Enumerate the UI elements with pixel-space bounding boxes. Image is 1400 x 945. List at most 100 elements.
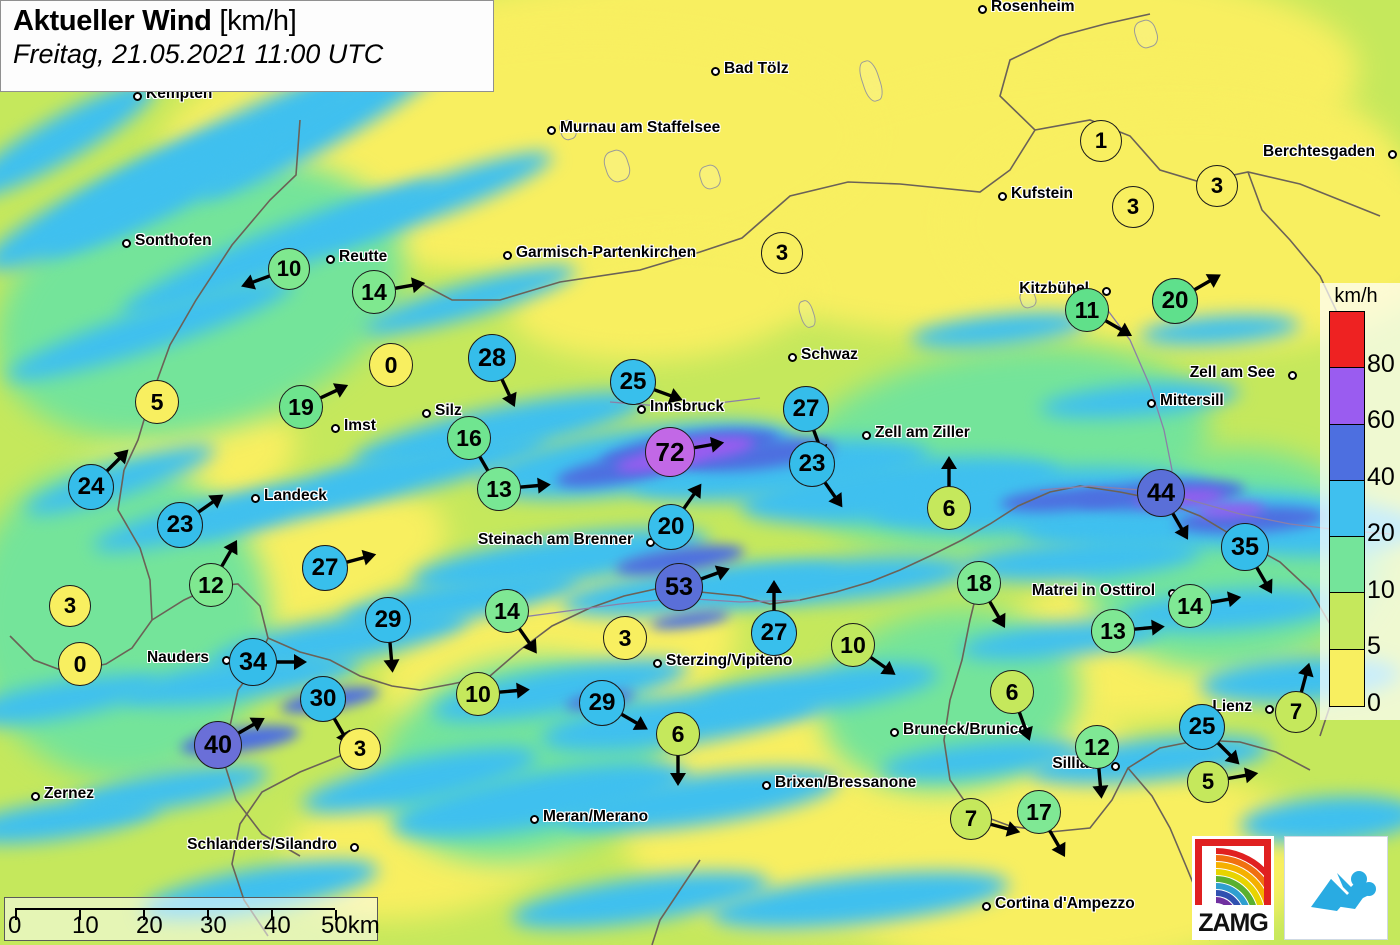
station-value[interactable]: 19 — [279, 385, 323, 429]
scale-tick — [207, 910, 209, 920]
station-value[interactable]: 3 — [339, 728, 381, 770]
station-value[interactable]: 20 — [1152, 278, 1198, 324]
city-dot-icon — [350, 843, 359, 852]
city-dot-icon — [326, 255, 335, 264]
station-value[interactable]: 1 — [1080, 120, 1122, 162]
city-dot-icon — [31, 792, 40, 801]
scale-label: 50km — [321, 912, 380, 939]
scale-tick — [271, 910, 273, 920]
station-value[interactable]: 10 — [456, 672, 500, 716]
station-value[interactable]: 72 — [645, 427, 695, 477]
legend-tick: 20 — [1367, 519, 1395, 548]
station-value[interactable]: 5 — [135, 380, 179, 424]
station-value[interactable]: 25 — [1179, 704, 1225, 750]
station-value[interactable]: 10 — [268, 248, 310, 290]
station-value[interactable]: 16 — [447, 416, 491, 460]
legend-tick: 40 — [1367, 462, 1395, 491]
legend-band — [1330, 593, 1364, 650]
station-value[interactable]: 7 — [1275, 691, 1317, 733]
station-value[interactable]: 17 — [1017, 790, 1061, 834]
station-value[interactable]: 20 — [648, 504, 694, 550]
legend-band — [1330, 537, 1364, 594]
station-value[interactable]: 23 — [789, 441, 835, 487]
city-dot-icon — [133, 92, 142, 101]
city-dot-icon — [862, 431, 871, 440]
station-value[interactable]: 3 — [49, 585, 91, 627]
city-dot-icon — [122, 239, 131, 248]
station-value[interactable]: 29 — [365, 597, 411, 643]
station-value[interactable]: 40 — [194, 721, 242, 769]
station-value[interactable]: 30 — [300, 676, 346, 722]
station-value[interactable]: 14 — [1168, 584, 1212, 628]
station-value[interactable]: 14 — [352, 270, 396, 314]
station-value[interactable]: 12 — [1075, 725, 1119, 769]
city-label: Brixen/Bressanone — [775, 774, 917, 791]
station-value[interactable]: 3 — [1196, 165, 1238, 207]
station-value[interactable]: 3 — [603, 616, 647, 660]
station-value[interactable]: 34 — [229, 638, 277, 686]
zamg-logo[interactable]: ZAMG — [1192, 836, 1274, 940]
station-value[interactable]: 5 — [1187, 761, 1229, 803]
title-box: Aktueller Wind [km/h] Freitag, 21.05.202… — [0, 0, 494, 92]
station-value[interactable]: 53 — [655, 563, 703, 611]
legend-tick: 60 — [1367, 406, 1395, 435]
scale-label: 40 — [264, 912, 291, 939]
station-value[interactable]: 28 — [468, 334, 516, 382]
city-label: Zernez — [44, 785, 94, 802]
station-value[interactable]: 44 — [1137, 469, 1185, 517]
scale-label: 0 — [8, 912, 22, 939]
station-value[interactable]: 24 — [68, 464, 114, 510]
scale-label: 10 — [72, 912, 99, 939]
legend-band — [1330, 480, 1364, 538]
title-main: Aktueller Wind — [13, 5, 212, 37]
scale-tick — [335, 910, 337, 920]
station-value[interactable]: 6 — [990, 670, 1034, 714]
city-dot-icon — [982, 902, 991, 911]
station-value[interactable]: 3 — [1112, 186, 1154, 228]
station-value[interactable]: 6 — [656, 712, 700, 756]
zamg-wordmark: ZAMG — [1198, 909, 1269, 937]
station-value[interactable]: 13 — [1091, 609, 1135, 653]
station-value[interactable]: 7 — [950, 798, 992, 840]
station-value[interactable]: 14 — [485, 589, 529, 633]
city-dot-icon — [503, 251, 512, 260]
station-value[interactable]: 3 — [761, 232, 803, 274]
city-label: Berchtesgaden — [1263, 143, 1375, 160]
legend-tick: 5 — [1367, 632, 1381, 661]
city-label: Silz — [435, 402, 462, 419]
station-value[interactable]: 29 — [579, 680, 625, 726]
legend-band — [1330, 424, 1364, 481]
station-value[interactable]: 25 — [610, 359, 656, 405]
legend-band — [1330, 312, 1364, 369]
city-dot-icon — [653, 659, 662, 668]
city-label: Matrei in Osttirol — [1031, 582, 1155, 599]
city-dot-icon — [1388, 150, 1397, 159]
station-value[interactable]: 27 — [751, 610, 797, 656]
station-value[interactable]: 0 — [369, 343, 413, 387]
station-value[interactable]: 23 — [157, 502, 203, 548]
station-value[interactable]: 27 — [302, 545, 348, 591]
city-dot-icon — [251, 494, 260, 503]
city-dot-icon — [547, 126, 556, 135]
city-label: Reutte — [339, 248, 388, 265]
city-label: Bad Tölz — [724, 60, 789, 77]
station-value[interactable]: 27 — [783, 386, 829, 432]
station-value[interactable]: 35 — [1221, 523, 1269, 571]
station-value[interactable]: 0 — [58, 642, 102, 686]
station-value[interactable]: 18 — [957, 561, 1001, 605]
station-value[interactable]: 10 — [831, 623, 875, 667]
station-value[interactable]: 12 — [189, 563, 233, 607]
legend-band — [1330, 649, 1364, 706]
city-dot-icon — [1265, 705, 1274, 714]
scale-label: 30 — [200, 912, 227, 939]
geosphere-logo[interactable] — [1284, 836, 1388, 940]
city-dot-icon — [711, 67, 720, 76]
station-value[interactable]: 13 — [477, 467, 521, 511]
station-value[interactable]: 6 — [927, 486, 971, 530]
city-dot-icon — [788, 353, 797, 362]
page-title: Aktueller Wind [km/h] — [13, 5, 483, 38]
scale-label: 20 — [136, 912, 163, 939]
city-label: Lienz — [1212, 698, 1252, 715]
station-value[interactable]: 11 — [1065, 288, 1109, 332]
